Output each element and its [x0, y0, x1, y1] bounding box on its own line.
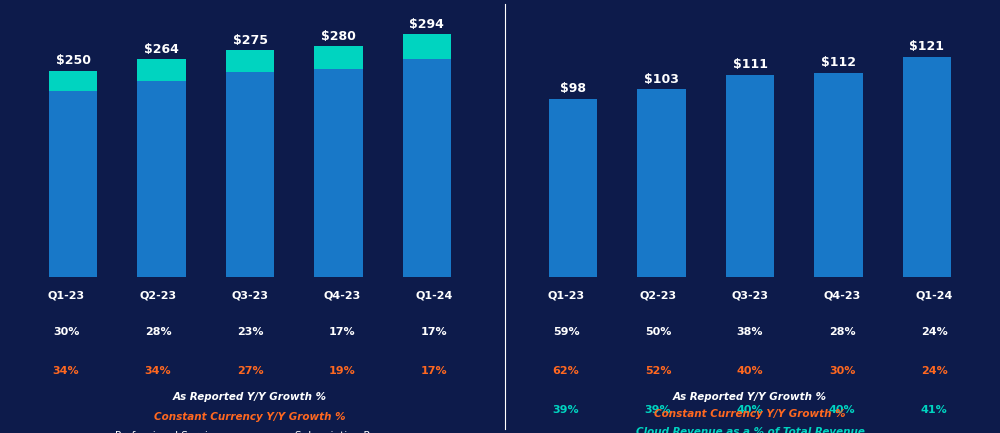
Text: 17%: 17% [329, 327, 355, 337]
Text: 30%: 30% [53, 327, 79, 337]
Bar [226, 72, 274, 277]
Text: $250: $250 [56, 55, 91, 68]
Text: 40%: 40% [737, 405, 763, 415]
Text: 40%: 40% [829, 405, 855, 415]
Text: Q1-23: Q1-23 [547, 290, 585, 300]
Text: $294: $294 [409, 18, 444, 31]
Text: 34%: 34% [53, 366, 79, 376]
Text: Q4-23: Q4-23 [823, 290, 861, 300]
Text: 41%: 41% [921, 405, 947, 415]
Text: 27%: 27% [237, 366, 263, 376]
Bar [314, 46, 363, 69]
Text: Q1-24: Q1-24 [415, 290, 453, 300]
Text: $121: $121 [909, 40, 944, 53]
Text: 38%: 38% [737, 327, 763, 337]
Bar [403, 35, 451, 59]
Text: 52%: 52% [645, 366, 671, 376]
Bar [314, 69, 363, 277]
Text: 23%: 23% [237, 327, 263, 337]
Text: Q3-23: Q3-23 [732, 290, 768, 300]
Bar [49, 91, 97, 277]
Text: 62%: 62% [553, 366, 579, 376]
Text: Cloud Revenue as a % of Total Revenue: Cloud Revenue as a % of Total Revenue [636, 427, 864, 433]
Bar [226, 50, 274, 72]
Text: $112: $112 [821, 56, 856, 69]
Text: 24%: 24% [921, 366, 947, 376]
Text: Subscription Revenue: Subscription Revenue [295, 431, 409, 433]
Text: Constant Currency Y/Y Growth %: Constant Currency Y/Y Growth % [154, 412, 346, 422]
Text: 17%: 17% [421, 366, 447, 376]
Text: Q2-23: Q2-23 [639, 290, 677, 300]
Bar [814, 73, 863, 277]
Bar [403, 59, 451, 277]
Text: 30%: 30% [829, 366, 855, 376]
Text: 24%: 24% [921, 327, 947, 337]
Text: $103: $103 [644, 73, 679, 86]
Bar [903, 57, 951, 277]
Text: Q1-23: Q1-23 [47, 290, 85, 300]
Text: Constant Currency Y/Y Growth %: Constant Currency Y/Y Growth % [654, 409, 846, 419]
Text: $280: $280 [321, 30, 356, 43]
Text: $264: $264 [144, 43, 179, 56]
Text: As Reported Y/Y Growth %: As Reported Y/Y Growth % [173, 392, 327, 402]
Text: 28%: 28% [145, 327, 171, 337]
Text: Q4-23: Q4-23 [323, 290, 361, 300]
Text: Q2-23: Q2-23 [139, 290, 177, 300]
Text: 19%: 19% [329, 366, 355, 376]
Bar [49, 71, 97, 91]
Text: ■: ■ [84, 431, 96, 433]
Text: $275: $275 [233, 34, 268, 47]
Text: $98: $98 [560, 82, 586, 95]
Text: 39%: 39% [645, 405, 671, 415]
Text: 59%: 59% [553, 327, 579, 337]
Bar [637, 90, 686, 277]
Text: 34%: 34% [145, 366, 171, 376]
Text: Q1-24: Q1-24 [915, 290, 953, 300]
Text: Q3-23: Q3-23 [232, 290, 269, 300]
Text: Professional Services: Professional Services [115, 431, 226, 433]
Text: 39%: 39% [553, 405, 579, 415]
Text: ■: ■ [264, 431, 276, 433]
Text: $111: $111 [732, 58, 768, 71]
Text: As Reported Y/Y Growth %: As Reported Y/Y Growth % [673, 392, 827, 402]
Text: 50%: 50% [645, 327, 671, 337]
Bar [549, 99, 597, 277]
Bar [137, 59, 186, 81]
Text: 17%: 17% [421, 327, 447, 337]
Text: 28%: 28% [829, 327, 855, 337]
Bar [137, 81, 186, 277]
Bar [726, 75, 774, 277]
Text: 40%: 40% [737, 366, 763, 376]
